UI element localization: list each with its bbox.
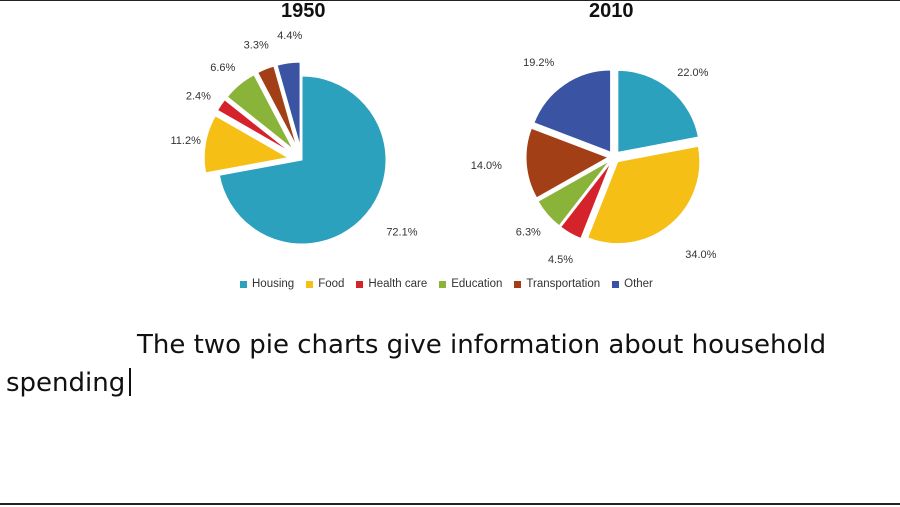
legend-label-education: Education xyxy=(451,278,503,290)
slice-label-2010-housing: 22.0% xyxy=(677,67,708,79)
pie-slice-2010-food xyxy=(586,145,701,245)
slice-label-1950-health-care: 2.4% xyxy=(186,91,211,103)
legend-label-food: Food xyxy=(318,278,345,290)
pie-slice-1950-food xyxy=(203,115,290,174)
pie-slice-2010-other xyxy=(533,69,612,153)
slice-label-1950-food: 11.2% xyxy=(171,135,202,147)
legend-label-other: Other xyxy=(624,278,653,290)
essay-text: The two pie charts give information abou… xyxy=(6,330,827,398)
pie-slice-1950-transportation xyxy=(257,65,298,148)
legend-label-housing: Housing xyxy=(252,278,295,290)
chart-title-2010: 2010 xyxy=(589,0,634,22)
chart-title-1950: 1950 xyxy=(281,0,326,22)
slice-label-1950-housing: 72.1% xyxy=(386,227,417,239)
pie-slice-1950-housing xyxy=(218,75,387,245)
slice-label-2010-other: 19.2% xyxy=(523,57,554,69)
pie-slice-2010-housing xyxy=(617,69,699,153)
legend-item-food: Food xyxy=(306,278,344,290)
pie-slice-1950-health-care xyxy=(216,99,291,153)
legend-label-transportation: Transportation xyxy=(526,278,601,290)
legend-item-housing: Housing xyxy=(240,278,294,290)
legend-item-other: Other xyxy=(612,278,653,290)
legend-label-health-care: Health care xyxy=(368,278,428,290)
legend-item-transportation: Transportation xyxy=(514,278,600,290)
pie-slice-1950-education xyxy=(226,74,294,150)
legend-swatch-health-care xyxy=(356,280,364,288)
slice-label-1950-other: 4.4% xyxy=(277,30,302,42)
legend-swatch-other xyxy=(612,280,620,288)
pie-slice-2010-education xyxy=(537,160,610,227)
bottom-border xyxy=(0,503,900,505)
text-cursor xyxy=(129,368,132,396)
legend-swatch-food xyxy=(306,280,314,288)
pie-charts: 72.1% 11.2% 2.4% 6.6% 3.3% 4.4% 22.0% 34.0% 4.5%… xyxy=(171,30,717,266)
essay-text-editor[interactable]: The two pie charts give information abou… xyxy=(6,326,886,402)
slice-label-2010-health-care: 4.5% xyxy=(548,254,573,266)
legend-swatch-housing xyxy=(240,280,247,288)
legend-item-education: Education xyxy=(439,278,502,290)
legend-swatch-education xyxy=(439,280,447,288)
legend-swatch-transportation xyxy=(514,280,522,288)
chart-legend: Housing Food Health care Education Trans… xyxy=(240,278,665,290)
slice-label-2010-food: 34.0% xyxy=(685,249,716,261)
slice-label-2010-education: 6.3% xyxy=(516,227,541,239)
slice-label-1950-education: 6.6% xyxy=(210,62,235,74)
pie-slice-2010-health-care xyxy=(560,161,612,240)
slice-label-1950-transportation: 3.3% xyxy=(244,39,269,51)
pie-slice-1950-other xyxy=(276,61,301,147)
pie-slice-2010-transportation xyxy=(525,127,610,199)
legend-item-health-care: Health care xyxy=(356,278,427,290)
slice-label-2010-transportation: 14.0% xyxy=(471,160,502,172)
top-border xyxy=(0,0,900,1)
